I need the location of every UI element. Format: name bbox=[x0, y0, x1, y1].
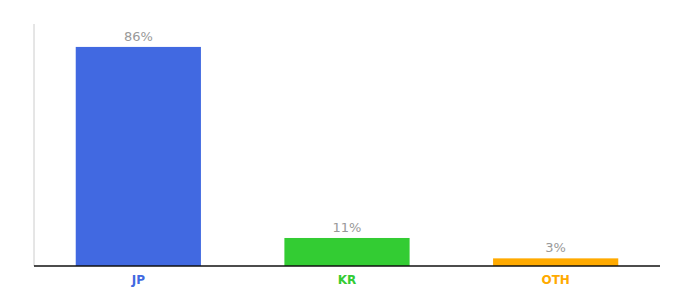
bar bbox=[76, 47, 201, 266]
bar bbox=[284, 238, 409, 266]
chart-container: 86% 11% 3% JP KR OTH bbox=[0, 0, 680, 300]
data-label: 86% bbox=[124, 29, 153, 44]
plot-area bbox=[76, 47, 619, 266]
x-tick-label: JP bbox=[131, 273, 145, 287]
data-label: 11% bbox=[333, 220, 362, 235]
data-labels: 86% 11% 3% bbox=[124, 29, 566, 255]
y-axis-line bbox=[34, 24, 35, 266]
x-tick-label: OTH bbox=[541, 273, 569, 287]
x-tick-label: KR bbox=[338, 273, 357, 287]
data-label: 3% bbox=[545, 240, 566, 255]
x-axis-line bbox=[34, 265, 660, 267]
page: {"chart_data": {"type": "bar", "categori… bbox=[0, 0, 680, 300]
bar bbox=[493, 258, 618, 266]
x-tick-labels: JP KR OTH bbox=[131, 273, 570, 287]
chart-svg: 86% 11% 3% JP KR OTH bbox=[0, 0, 680, 300]
